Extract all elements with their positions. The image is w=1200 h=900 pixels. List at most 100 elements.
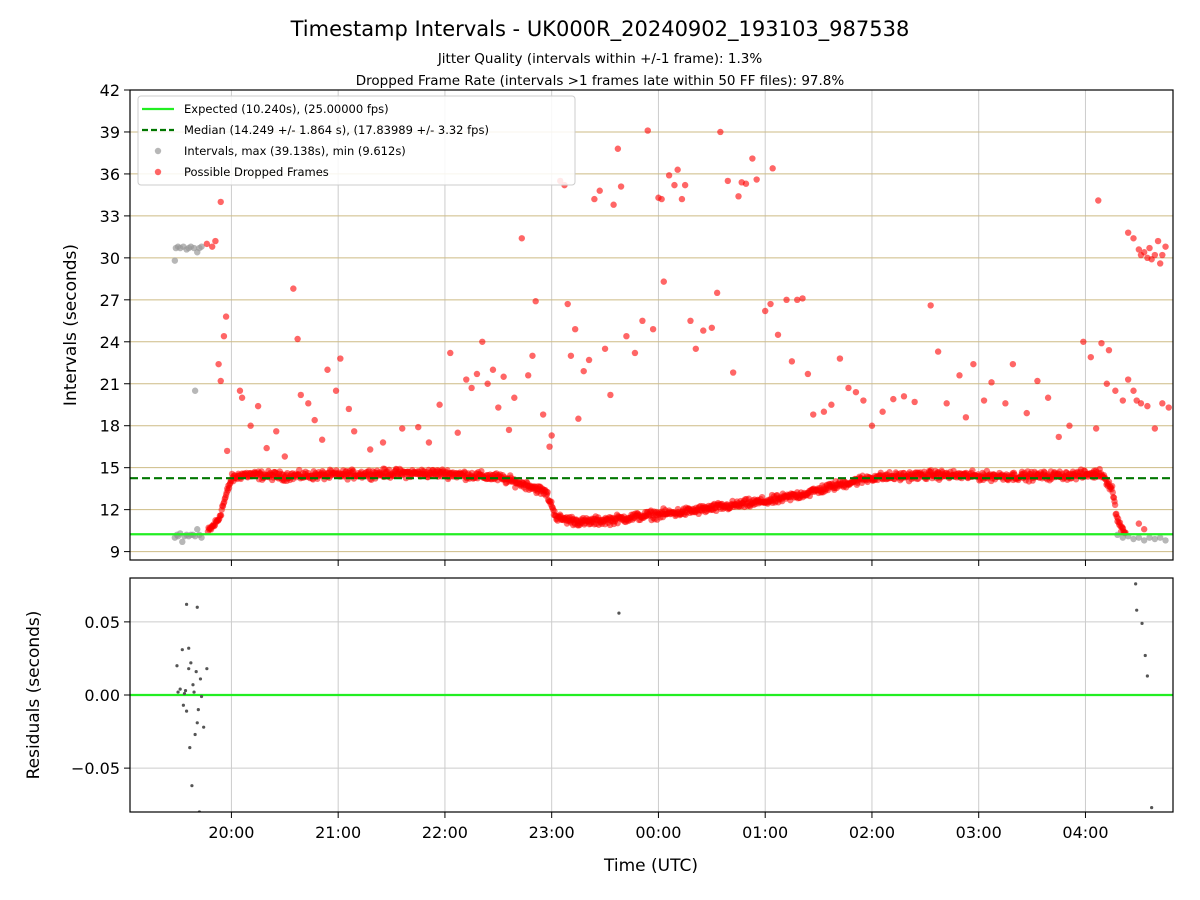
dropped-frame-outlier <box>810 411 817 418</box>
dropped-frame-outlier <box>217 377 224 385</box>
dropped-frame-outlier <box>479 338 486 345</box>
interval-point <box>1130 535 1137 543</box>
dropped-frame-outlier <box>1140 526 1148 533</box>
residual-point <box>192 690 196 694</box>
dropped-frame-outlier <box>1034 377 1041 385</box>
interval-point <box>1146 534 1153 541</box>
dropped-frame-outlier <box>281 453 288 460</box>
dropped-frame-outlier <box>332 387 340 394</box>
dropped-frame-outlier <box>1124 376 1132 383</box>
dropped-frame-outlier <box>1135 520 1143 527</box>
dropped-frame-outlier <box>692 345 700 352</box>
dropped-frame-outlier <box>639 317 646 325</box>
dropped-frame-outlier <box>1156 260 1164 267</box>
dropped-frame-outlier <box>820 408 828 415</box>
dropped-frame-outlier <box>845 384 852 392</box>
dropped-frame-outlier <box>671 181 678 189</box>
residual-point <box>191 683 195 687</box>
dropped-frame-point <box>1108 482 1116 490</box>
dropped-frame-outlier <box>468 384 475 392</box>
top-marks <box>130 127 1173 546</box>
dropped-frame-outlier <box>532 298 539 305</box>
dropped-frame-outlier <box>1023 409 1030 417</box>
residual-point <box>196 708 200 712</box>
x-tick-label: 04:00 <box>1062 823 1108 842</box>
y-tick-label: 42 <box>100 81 120 100</box>
dropped-frame-outlier <box>1130 387 1137 394</box>
residual-point <box>181 703 185 707</box>
dropped-frame-outlier <box>1095 197 1102 204</box>
dropped-frame-outlier <box>223 447 231 455</box>
x-tick-label: 00:00 <box>635 823 681 842</box>
dropped-frame-outlier <box>665 172 673 179</box>
y-tick-label: 0.00 <box>84 686 120 705</box>
dropped-frame-outlier <box>305 400 312 407</box>
dropped-frame-outlier <box>617 183 625 190</box>
dropped-frame-outlier <box>1080 338 1087 345</box>
dropped-frame-outlier <box>273 428 280 435</box>
dropped-frame-outlier <box>700 327 707 334</box>
dropped-frame-outlier <box>415 423 422 431</box>
dropped-frame-outlier <box>263 444 270 452</box>
dropped-frame-outlier <box>970 360 977 368</box>
residual-point <box>1135 608 1139 612</box>
dropped-frame-outlier <box>988 379 995 386</box>
dropped-frame-outlier <box>596 187 603 194</box>
residual-point <box>1140 621 1144 625</box>
dropped-frame-outlier <box>1146 244 1153 252</box>
y-tick-label: −0.05 <box>71 759 120 778</box>
dropped-frame-outlier <box>1159 400 1166 407</box>
legend-intervals-swatch <box>154 147 162 155</box>
dropped-frame-outlier <box>575 415 582 422</box>
dropped-frame-outlier <box>1098 339 1105 347</box>
legend-entry: Intervals, max (39.138s), min (9.612s) <box>184 144 406 158</box>
residual-point <box>189 661 193 665</box>
dropped-frame-outlier <box>500 373 507 380</box>
dropped-frame-outlier <box>860 397 867 404</box>
dropped-frame-outlier <box>425 439 433 446</box>
residual-point <box>184 602 189 606</box>
x-tick-label: 03:00 <box>956 823 1002 842</box>
y-tick-label: 21 <box>100 375 120 394</box>
residual-point <box>199 694 204 699</box>
dropped-frame-outlier <box>1044 394 1052 401</box>
dropped-frame-outlier <box>518 235 525 242</box>
dropped-frame-outlier <box>1119 397 1127 404</box>
residual-point <box>188 746 192 750</box>
residual-point <box>178 687 182 691</box>
dropped-frame-outlier <box>943 400 950 407</box>
y-tick-label: 15 <box>100 459 120 478</box>
interval-point <box>198 243 205 250</box>
x-tick-label: 23:00 <box>529 823 575 842</box>
dropped-frame-outlier <box>254 402 262 410</box>
dropped-frame-outlier <box>934 348 942 355</box>
dropped-frame-outlier <box>783 296 790 304</box>
dropped-frame-outlier <box>217 198 224 206</box>
dropped-frame-outlier <box>713 289 721 297</box>
y-tick-label: 0.05 <box>84 613 120 632</box>
dropped-frame-outlier <box>350 428 358 435</box>
interval-point <box>1162 537 1169 544</box>
y-tick-label: 36 <box>100 165 120 184</box>
dropped-frame-outlier <box>724 177 732 185</box>
dropped-frame-outlier <box>447 349 454 357</box>
dropped-frame-outlier <box>804 370 812 378</box>
dropped-frame-outlier <box>1124 229 1132 236</box>
dropped-frame-outlier <box>585 356 593 364</box>
residual-point <box>1134 582 1138 586</box>
dropped-frame-outlier <box>644 127 651 134</box>
dropped-frame-outlier <box>324 366 331 373</box>
dropped-frame-outlier <box>962 414 970 421</box>
dropped-frame-outlier <box>836 355 844 362</box>
residual-point <box>180 648 184 652</box>
dropped-frame-outlier <box>379 439 387 446</box>
dropped-frame-outlier <box>473 370 481 378</box>
legend-entry: Expected (10.240s), (25.00000 fps) <box>184 102 389 116</box>
dropped-frame-outlier <box>580 367 587 375</box>
dropped-frame-outlier <box>1151 425 1159 432</box>
dropped-frame-outlier <box>761 307 769 315</box>
dropped-frame-outlier <box>238 394 246 401</box>
dropped-frame-outlier <box>767 300 774 308</box>
residual-point <box>195 605 199 609</box>
dropped-frame-outlier <box>1130 235 1137 242</box>
